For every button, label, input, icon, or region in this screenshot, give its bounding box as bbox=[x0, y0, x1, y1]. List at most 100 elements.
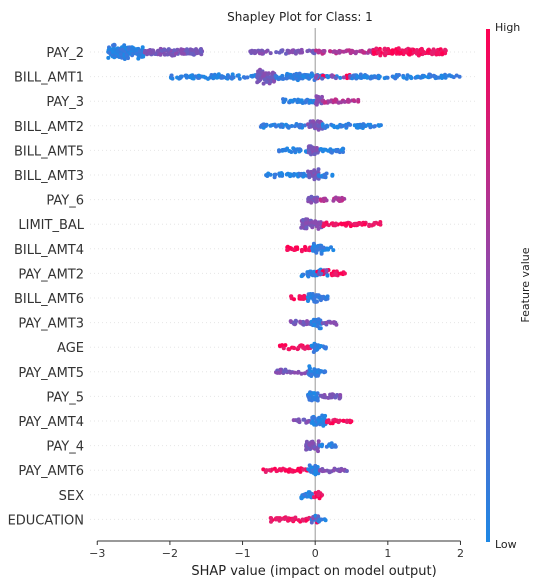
shap-point bbox=[324, 320, 329, 325]
feature-label: BILL_AMT2 bbox=[14, 120, 84, 135]
shap-point bbox=[305, 319, 309, 324]
shap-point bbox=[307, 173, 312, 178]
shap-point bbox=[283, 148, 288, 153]
shap-point bbox=[311, 395, 316, 400]
shap-point bbox=[260, 51, 265, 56]
shap-point bbox=[301, 74, 306, 79]
shap-point bbox=[376, 50, 381, 55]
feature-label: AGE bbox=[57, 341, 84, 356]
row-gridlines bbox=[90, 51, 475, 520]
shap-point bbox=[136, 56, 141, 61]
shap-point bbox=[292, 370, 297, 375]
shap-point bbox=[184, 47, 189, 52]
shap-point bbox=[309, 520, 314, 525]
shap-point bbox=[279, 49, 284, 54]
shap-point bbox=[313, 219, 318, 224]
shap-point bbox=[320, 413, 325, 418]
shap-point bbox=[315, 373, 320, 378]
shap-point bbox=[107, 50, 112, 55]
shap-point bbox=[143, 49, 148, 53]
shap-point bbox=[319, 147, 324, 152]
shap-point bbox=[454, 73, 459, 78]
shap-point bbox=[333, 223, 338, 228]
shap-point bbox=[352, 123, 357, 128]
shap-point bbox=[311, 147, 316, 152]
shap-point bbox=[162, 52, 167, 57]
shap-point bbox=[397, 73, 401, 77]
feature-label: SEX bbox=[59, 489, 84, 504]
shap-point bbox=[321, 420, 326, 424]
shap-point bbox=[314, 469, 319, 474]
shap-point bbox=[199, 49, 204, 54]
shap-point bbox=[316, 167, 321, 172]
shap-point bbox=[290, 518, 295, 523]
chart-title: Shapley Plot for Class: 1 bbox=[227, 10, 373, 24]
shap-points bbox=[106, 42, 462, 525]
shap-point bbox=[362, 124, 366, 129]
shap-point bbox=[259, 48, 264, 53]
shap-point bbox=[382, 46, 387, 51]
shap-point bbox=[295, 468, 300, 473]
shap-point bbox=[300, 222, 305, 227]
shap-point bbox=[372, 124, 377, 129]
shap-point bbox=[326, 420, 331, 424]
shap-point bbox=[284, 73, 289, 78]
shap-point bbox=[298, 98, 303, 103]
shap-point bbox=[337, 198, 342, 203]
shap-point bbox=[403, 50, 408, 55]
shap-point bbox=[159, 49, 164, 53]
shap-point bbox=[339, 124, 343, 129]
shap-point bbox=[395, 50, 400, 55]
shap-point bbox=[294, 122, 299, 126]
shap-point bbox=[317, 496, 322, 501]
shap-point bbox=[189, 73, 193, 78]
shap-point bbox=[298, 319, 303, 324]
feature-row-bill-amt1 bbox=[168, 67, 462, 86]
shap-point bbox=[325, 273, 330, 278]
shap-point bbox=[305, 73, 309, 78]
shap-point bbox=[309, 465, 314, 470]
shap-point bbox=[323, 395, 328, 400]
shap-point bbox=[307, 391, 312, 396]
feature-row-pay-4 bbox=[304, 439, 338, 454]
x-tick-label: −3 bbox=[89, 547, 105, 560]
shap-point bbox=[299, 496, 304, 501]
shap-point bbox=[288, 319, 293, 324]
shap-point bbox=[342, 271, 347, 276]
shap-point bbox=[328, 99, 333, 104]
shap-point bbox=[329, 150, 334, 155]
shap-point bbox=[265, 174, 270, 178]
shap-point bbox=[422, 74, 427, 79]
shap-point bbox=[440, 76, 444, 80]
feature-row-pay-amt5 bbox=[274, 364, 328, 378]
shap-point bbox=[252, 51, 257, 56]
shap-point bbox=[243, 75, 247, 80]
shap-point bbox=[325, 124, 330, 129]
shap-point bbox=[190, 48, 195, 52]
shap-point bbox=[274, 50, 279, 55]
shap-point bbox=[374, 46, 379, 51]
shap-point bbox=[337, 396, 342, 401]
shap-point bbox=[333, 418, 338, 423]
shap-point bbox=[318, 369, 323, 374]
shap-point bbox=[305, 270, 310, 275]
feature-row-pay-amt3 bbox=[288, 317, 339, 331]
shap-point bbox=[314, 73, 319, 78]
shap-point bbox=[323, 369, 328, 374]
shap-point bbox=[367, 223, 372, 228]
shap-point bbox=[330, 73, 334, 78]
shap-point bbox=[263, 470, 268, 474]
shap-point bbox=[331, 198, 336, 203]
shap-point bbox=[309, 194, 314, 199]
shap-point bbox=[317, 468, 322, 473]
shap-point bbox=[305, 49, 310, 54]
shap-point bbox=[345, 76, 350, 81]
shap-point bbox=[408, 49, 413, 54]
feature-label: BILL_AMT4 bbox=[14, 243, 84, 258]
shap-point bbox=[195, 51, 200, 55]
shap-point bbox=[368, 122, 373, 127]
shap-point bbox=[316, 50, 321, 55]
shap-point bbox=[151, 50, 156, 55]
shap-point bbox=[325, 74, 330, 78]
shap-point bbox=[341, 75, 346, 80]
